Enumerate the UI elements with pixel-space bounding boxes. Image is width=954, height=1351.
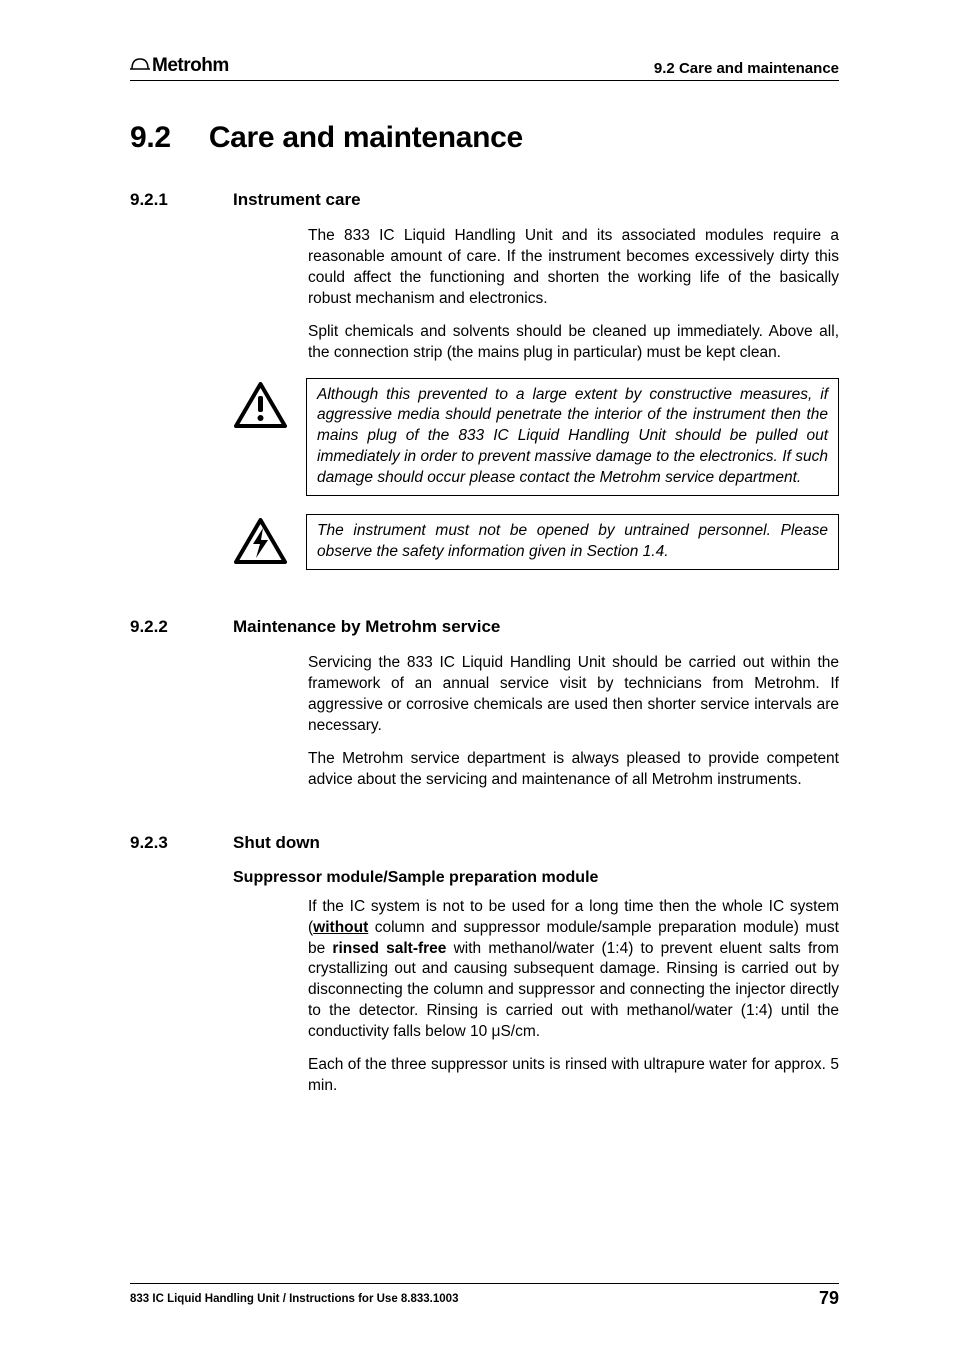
paragraph: Servicing the 833 IC Liquid Handling Uni… (308, 653, 839, 737)
warning-triangle-icon (233, 378, 288, 435)
paragraph: If the IC system is not to be used for a… (308, 897, 839, 1043)
h2-number: 9.2.1 (130, 190, 195, 210)
page-number: 79 (819, 1288, 839, 1309)
subsection-heading-921: 9.2.1 Instrument care (130, 190, 839, 210)
section-heading-1: 9.2 Care and maintenance (130, 121, 839, 155)
brand-text: Metrohm (152, 55, 229, 77)
page-footer: 833 IC Liquid Handling Unit / Instructio… (130, 1283, 839, 1309)
brand-logo: Metrohm (130, 55, 229, 77)
subsection-heading-923: 9.2.3 Shut down (130, 833, 839, 853)
metrohm-logo-icon (130, 55, 150, 77)
body-922: Servicing the 833 IC Liquid Handling Uni… (308, 653, 839, 791)
page-header: Metrohm 9.2 Care and maintenance (130, 55, 839, 81)
paragraph: The Metrohm service department is always… (308, 749, 839, 791)
h2-text: Instrument care (233, 190, 361, 210)
footer-doc-title: 833 IC Liquid Handling Unit / Instructio… (130, 1293, 458, 1305)
h2-text: Shut down (233, 833, 320, 853)
h2-text: Maintenance by Metrohm service (233, 617, 500, 637)
warning-callout: Although this prevented to a large exten… (233, 378, 839, 497)
h2-number: 9.2.3 (130, 833, 195, 853)
h2-number: 9.2.2 (130, 617, 195, 637)
h1-number: 9.2 (130, 121, 171, 155)
paragraph: The 833 IC Liquid Handling Unit and its … (308, 226, 839, 310)
warning-text: The instrument must not be opened by unt… (317, 521, 828, 563)
subsubsection-heading: Suppressor module/Sample preparation mod… (233, 869, 839, 887)
emphasized-bold: rinsed salt-free (332, 940, 446, 957)
subsection-heading-922: 9.2.2 Maintenance by Metrohm service (130, 617, 839, 637)
electrical-warning-callout: The instrument must not be opened by unt… (233, 514, 839, 571)
h1-text: Care and maintenance (209, 121, 523, 155)
body-923: If the IC system is not to be used for a… (308, 897, 839, 1097)
warning-text-box: The instrument must not be opened by unt… (306, 514, 839, 570)
body-921: The 833 IC Liquid Handling Unit and its … (308, 226, 839, 364)
header-section-title: 9.2 Care and maintenance (654, 60, 839, 77)
electrical-warning-icon (233, 514, 288, 571)
warning-text-box: Although this prevented to a large exten… (306, 378, 839, 497)
paragraph: Each of the three suppressor units is ri… (308, 1055, 839, 1097)
warning-text: Although this prevented to a large exten… (317, 385, 828, 490)
page-container: Metrohm 9.2 Care and maintenance 9.2 Car… (0, 0, 954, 1151)
paragraph: Split chemicals and solvents should be c… (308, 322, 839, 364)
emphasized-underline: without (313, 919, 368, 936)
